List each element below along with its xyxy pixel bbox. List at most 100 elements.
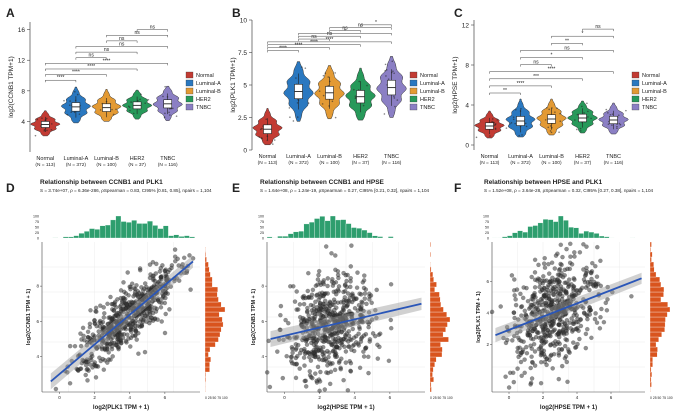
scatter-point <box>581 305 586 310</box>
scatter-point <box>118 288 124 293</box>
scatter-point <box>350 343 356 348</box>
side-histogram-bar <box>204 376 206 383</box>
side-histogram-bar <box>649 276 660 283</box>
scatter-point <box>527 333 533 338</box>
scatter-point <box>593 282 598 287</box>
scatter-point <box>546 262 551 267</box>
jitter-point <box>489 135 491 137</box>
scatter-point <box>310 287 316 293</box>
scatter-point <box>566 347 571 352</box>
scatter-point <box>581 277 587 282</box>
scatter-point <box>318 369 323 375</box>
scatter-point <box>569 262 575 267</box>
scatter-point <box>532 270 538 275</box>
jitter-point <box>265 118 267 121</box>
jitter-point <box>625 109 627 112</box>
scatter-point <box>127 321 133 326</box>
top-histogram-bar <box>593 233 600 239</box>
scatter-point <box>556 376 562 382</box>
scatter-point <box>519 338 524 344</box>
scatter-point <box>593 311 598 316</box>
jitter-point <box>78 113 81 115</box>
side-histogram-bar <box>649 271 657 278</box>
top-histogram-bar <box>277 236 283 239</box>
scatter-point <box>563 343 568 349</box>
jitter-point <box>258 136 261 138</box>
scatter-point <box>149 307 154 313</box>
scatter-point <box>565 266 570 272</box>
scatter-point <box>118 332 123 338</box>
scatter-point <box>308 333 313 338</box>
scatter-point <box>545 287 550 293</box>
scatter-point <box>525 299 531 304</box>
jitter-point <box>611 113 614 115</box>
jitter-point <box>549 130 552 132</box>
top-hist-tick-label: 0 <box>487 237 489 241</box>
scatter-point <box>331 289 336 294</box>
jitter-point <box>76 93 79 96</box>
x-count-label: (N = 37) <box>128 162 146 168</box>
y-tick-label: 0 <box>465 143 469 150</box>
scatter-point <box>535 330 540 336</box>
scatter-point <box>341 378 346 383</box>
legend-label: HER2 <box>196 97 211 103</box>
top-histogram-bar <box>147 220 153 239</box>
scatter-point <box>329 251 334 256</box>
scatter-point <box>605 284 610 290</box>
x-category-label: HER2 <box>353 154 368 160</box>
scatter-point <box>562 356 568 361</box>
jitter-point <box>393 72 395 75</box>
side-histogram-bar <box>429 266 432 273</box>
side-histogram-bar <box>429 271 434 278</box>
jitter-point <box>576 113 579 116</box>
scatter-point <box>348 369 353 374</box>
scatter-point <box>321 278 326 283</box>
scatter-point <box>326 339 331 345</box>
top-hist-tick-label: 25 <box>35 231 39 235</box>
scatter-point <box>67 343 73 349</box>
top-histogram-bar <box>507 235 513 239</box>
scatter-point <box>352 348 357 354</box>
top-histogram-bar <box>604 236 610 239</box>
scatter-point <box>557 315 562 320</box>
scatter-point <box>510 338 515 343</box>
x-tick-label: 4 <box>354 395 357 400</box>
y-tick-label: 6 <box>261 319 264 324</box>
jitter-point <box>383 113 386 115</box>
jitter-point <box>70 111 73 113</box>
legend-swatch-luminal-b <box>185 87 194 95</box>
scatter-point <box>541 328 546 333</box>
sig-label: ** <box>565 38 569 44</box>
scatter-point <box>584 244 589 249</box>
scatter-point <box>317 269 322 274</box>
scatter-point <box>513 297 518 302</box>
scatter-point <box>551 292 556 297</box>
x-count-label: (N = 116) <box>158 162 178 168</box>
x-category-label: Normal <box>259 154 277 160</box>
scatter-point <box>320 321 325 326</box>
sig-bracket <box>106 40 138 43</box>
scatter-point <box>580 285 585 290</box>
sig-bracket <box>582 28 614 32</box>
side-histogram-bar <box>429 351 443 358</box>
scatter-point <box>555 294 561 299</box>
scatter-point <box>539 347 544 353</box>
jitter-point <box>607 112 609 114</box>
jitter-point <box>130 101 132 103</box>
side-histogram-bar <box>204 316 223 323</box>
scatter-point <box>592 316 598 322</box>
scatter-point <box>557 322 562 328</box>
jitter-point <box>514 122 517 125</box>
top-histogram-bar <box>303 223 310 239</box>
scatter-point <box>362 296 367 301</box>
side-histogram-bar <box>649 341 657 348</box>
scatter-point <box>549 260 555 265</box>
jitter-point <box>271 143 274 145</box>
legend-label: Luminal-B <box>642 89 667 95</box>
scatter-point <box>113 331 119 336</box>
scatter-point <box>161 293 166 298</box>
scatter-point <box>153 271 158 276</box>
side-histogram-bar <box>204 256 207 263</box>
scatter-point <box>367 339 372 344</box>
